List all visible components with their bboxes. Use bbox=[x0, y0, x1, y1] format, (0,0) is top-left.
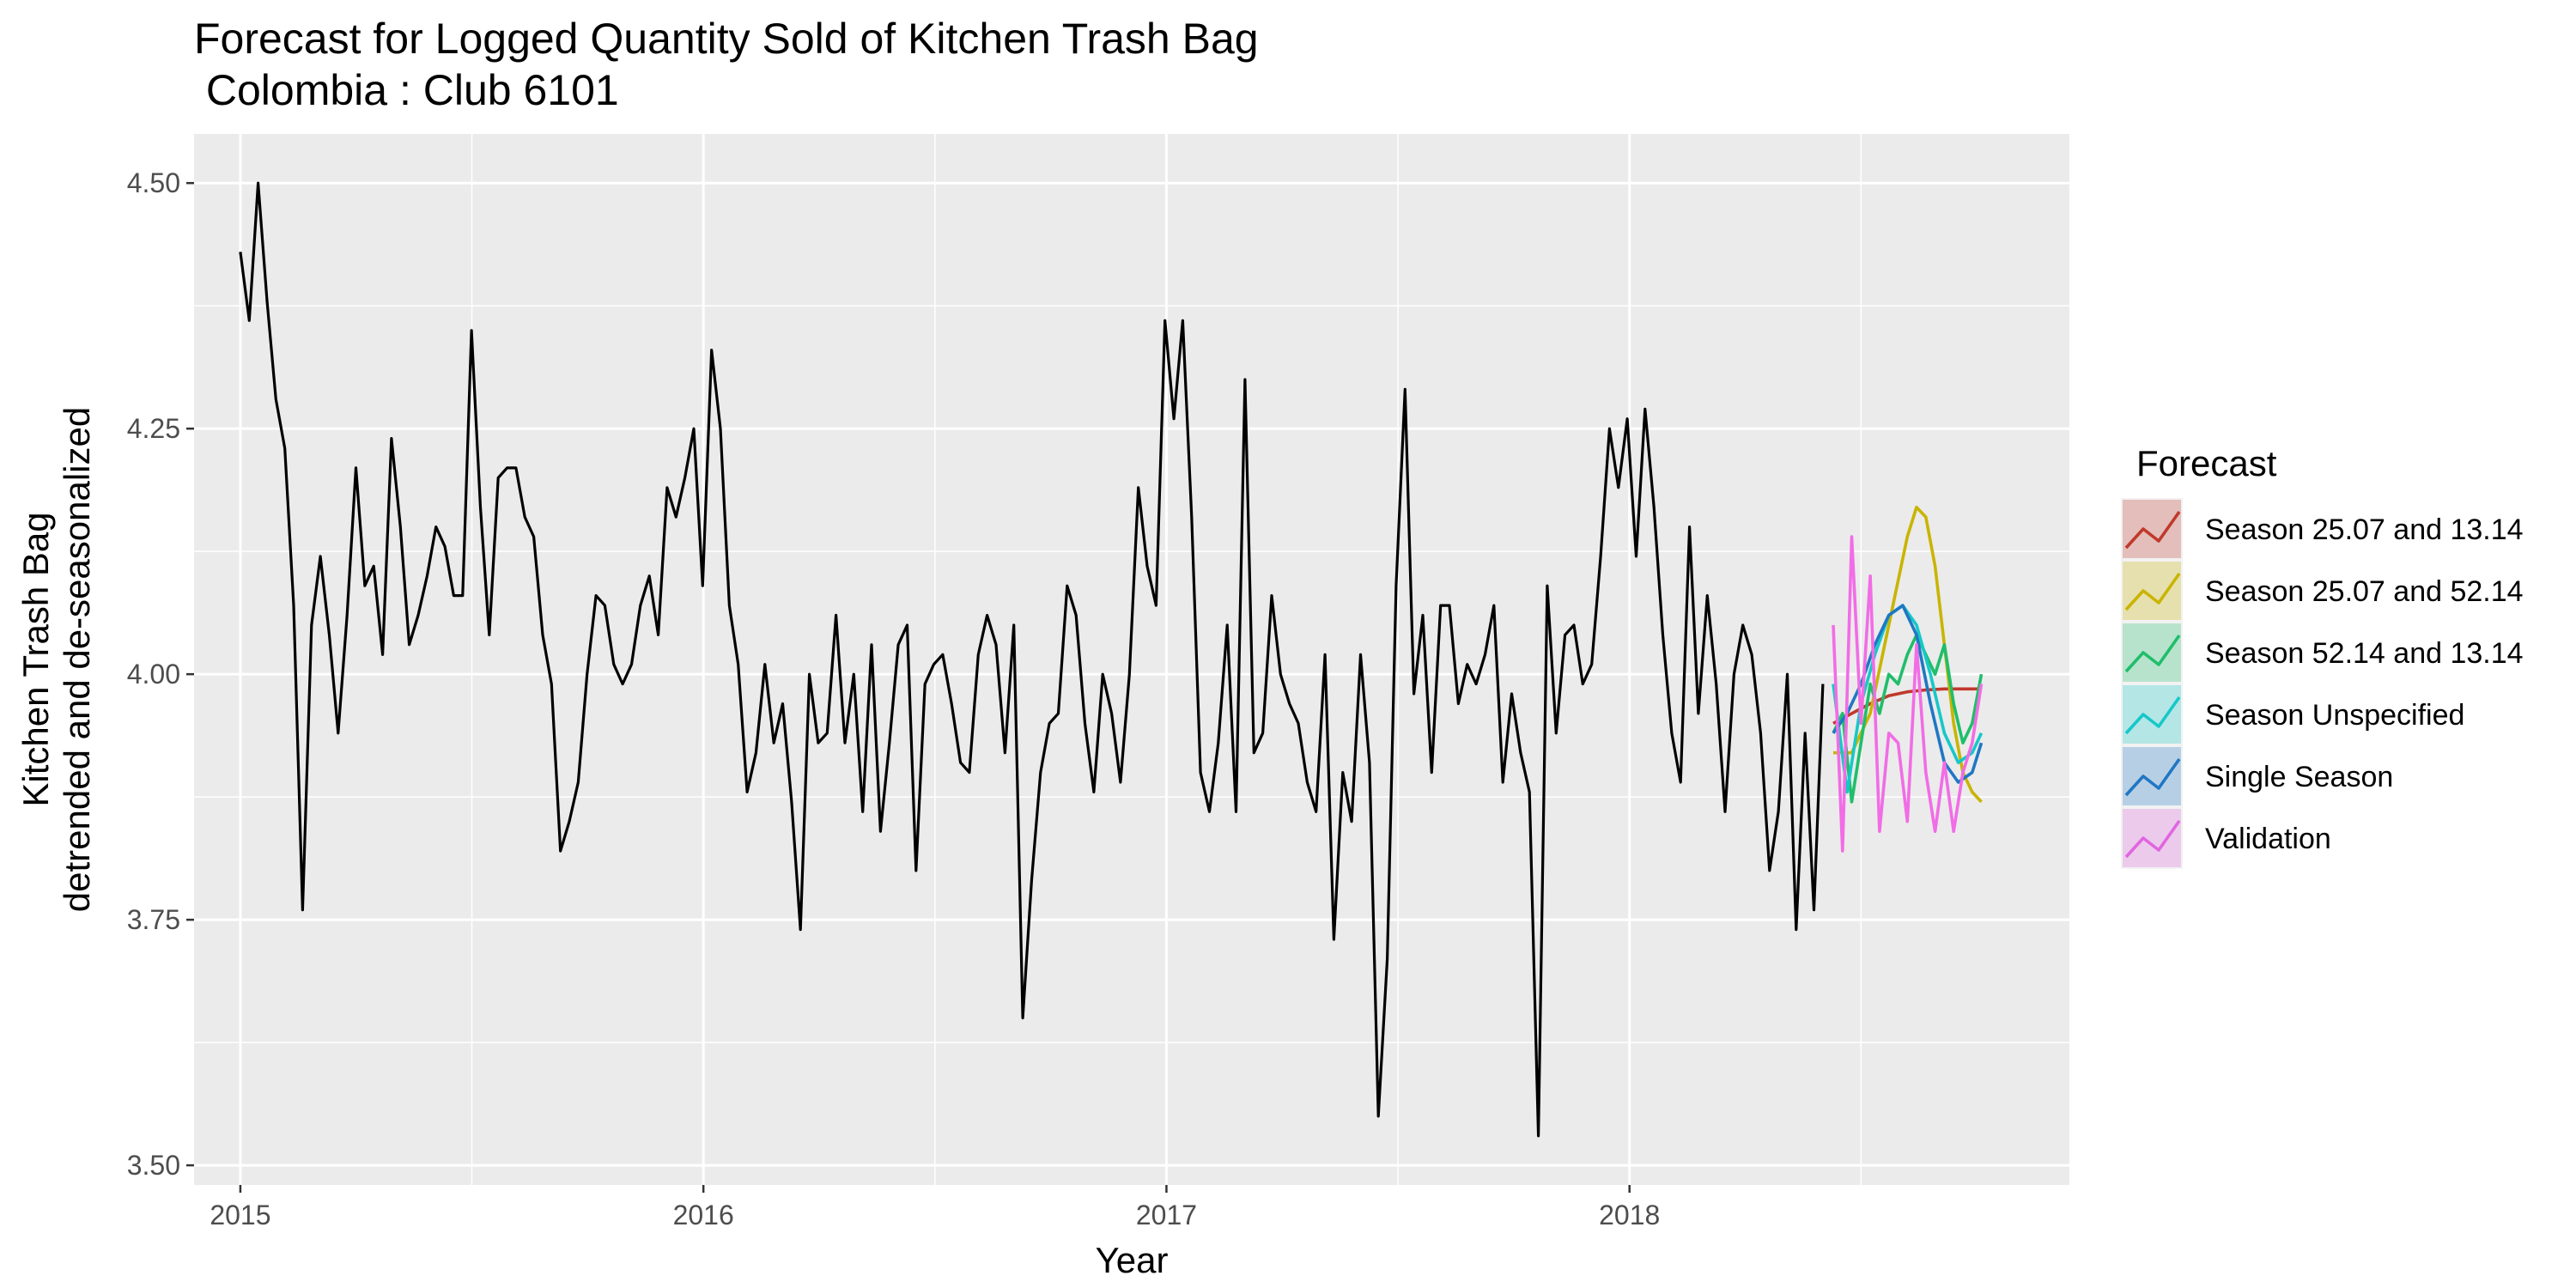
legend-entry: Season 52.14 and 13.14 bbox=[2121, 622, 2524, 683]
y-tick-label: 4.00 bbox=[127, 659, 180, 690]
series-line-3 bbox=[1832, 604, 1984, 794]
legend-label: Single Season bbox=[2205, 761, 2393, 793]
legend-title: Forecast bbox=[2136, 443, 2277, 483]
legend-key-line bbox=[2124, 572, 2181, 611]
legend-key bbox=[2121, 683, 2183, 745]
legend-entry: Season 25.07 and 13.14 bbox=[2121, 498, 2524, 560]
axes: 2015 2016 2017 2018 3.50 3.75 4.00 4.25 4.50 bbox=[127, 167, 1661, 1230]
legend-key-line bbox=[2124, 696, 2181, 735]
series-line-0 bbox=[1832, 687, 1982, 725]
x-axis-title: Year bbox=[1096, 1240, 1169, 1280]
x-tick-label: 2017 bbox=[1136, 1200, 1197, 1230]
x-tick-label: 2015 bbox=[210, 1200, 270, 1230]
legend-key-fill bbox=[2123, 685, 2181, 744]
plot-panel bbox=[194, 134, 2069, 1185]
y-axis-title-line-1: Kitchen Trash Bag bbox=[15, 512, 56, 806]
chart-title: Forecast for Logged Quantity Sold of Kit… bbox=[194, 15, 1259, 63]
legend-label: Season 52.14 and 13.14 bbox=[2205, 637, 2524, 670]
y-tick-label: 3.50 bbox=[127, 1150, 180, 1181]
legend: Season 25.07 and 13.14 Season 25.07 and 5… bbox=[2121, 498, 2524, 869]
legend-entry: Single Season bbox=[2121, 745, 2393, 807]
legend-entry: Season 25.07 and 52.14 bbox=[2121, 560, 2524, 622]
grid-lines bbox=[194, 134, 2069, 1185]
legend-key-line bbox=[2124, 757, 2181, 797]
legend-key-line bbox=[2124, 634, 2181, 673]
legend-key bbox=[2121, 622, 2183, 683]
legend-key bbox=[2121, 560, 2183, 622]
legend-entry: Season Unspecified bbox=[2121, 683, 2464, 745]
series-line-history bbox=[239, 181, 1825, 1138]
series-line-2 bbox=[1832, 633, 1984, 804]
chart-subtitle: Colombia : Club 6101 bbox=[194, 66, 619, 114]
x-tick-label: 2016 bbox=[673, 1200, 734, 1230]
y-tick-label: 4.25 bbox=[127, 413, 180, 444]
legend-label: Season Unspecified bbox=[2205, 699, 2464, 732]
series-line-5 bbox=[1832, 535, 1984, 853]
legend-entry: Validation bbox=[2121, 807, 2331, 869]
legend-label: Season 25.07 and 13.14 bbox=[2205, 513, 2524, 546]
y-tick-label: 4.50 bbox=[127, 167, 180, 198]
legend-key-fill bbox=[2123, 500, 2181, 558]
series-lines bbox=[239, 181, 1984, 1138]
x-tick-label: 2018 bbox=[1599, 1200, 1660, 1230]
legend-key-line bbox=[2124, 510, 2181, 550]
y-tick-label: 3.75 bbox=[127, 904, 180, 935]
legend-key bbox=[2121, 745, 2183, 807]
legend-key bbox=[2121, 807, 2183, 869]
legend-label: Validation bbox=[2205, 823, 2331, 855]
y-axis-title-line-2: detrended and de-seasonalized bbox=[57, 407, 97, 912]
legend-key-fill bbox=[2123, 562, 2181, 620]
legend-key-fill bbox=[2123, 809, 2181, 867]
legend-key-line bbox=[2124, 819, 2181, 859]
legend-key bbox=[2121, 498, 2183, 560]
legend-key-fill bbox=[2123, 623, 2181, 682]
legend-label: Season 25.07 and 52.14 bbox=[2205, 575, 2524, 608]
legend-key-fill bbox=[2123, 747, 2181, 805]
